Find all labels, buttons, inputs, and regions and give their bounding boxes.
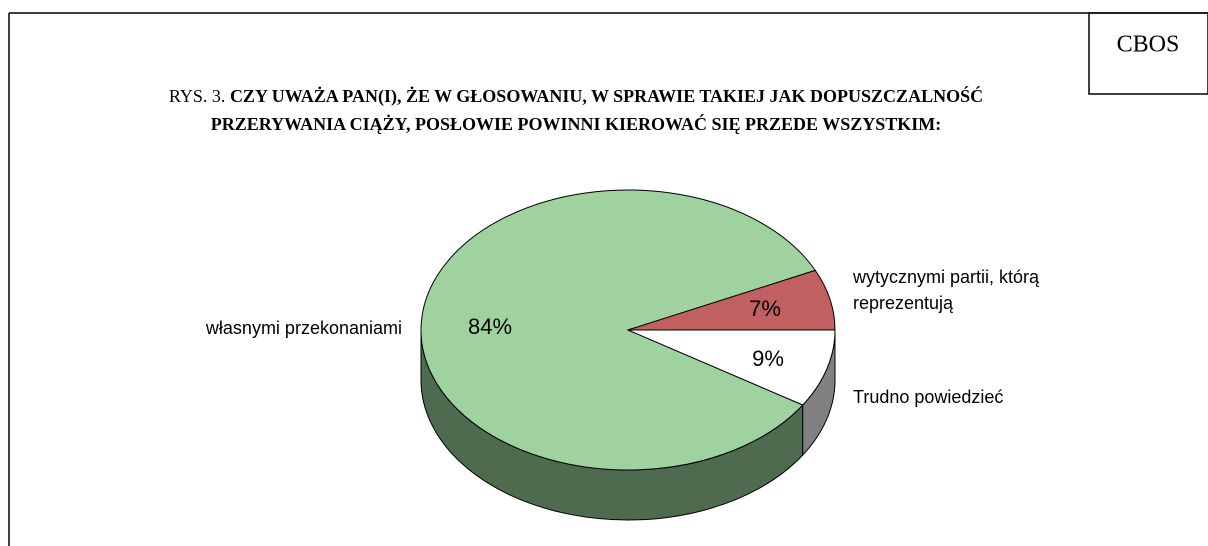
pie xyxy=(420,189,836,521)
slice xyxy=(627,329,836,406)
figure-label: RYS. 3. xyxy=(169,86,226,106)
chart-title: RYS. 3. CZY UWAŻA PAN(I), ŻE W GŁOSOWANI… xyxy=(169,85,983,107)
source: CBOS xyxy=(1117,32,1180,58)
value-label: 7% xyxy=(749,296,781,321)
title-line: CZY UWAŻA PAN(I), ŻE W GŁOSOWANIU, W SPR… xyxy=(230,85,983,107)
source-box xyxy=(1088,12,1208,95)
value-label: 84% xyxy=(468,314,512,339)
title-line: PRZERYWANIA CIĄŻY, POSŁOWIE POWINNI KIER… xyxy=(211,113,942,134)
value-label: 9% xyxy=(752,346,784,371)
category-label: Trudno powiedzieć xyxy=(853,387,1004,407)
category-label: własnymi przekonaniami xyxy=(205,318,402,338)
category-label: wytycznymi partii, którą reprezentują xyxy=(853,267,1040,313)
slice xyxy=(420,189,817,471)
